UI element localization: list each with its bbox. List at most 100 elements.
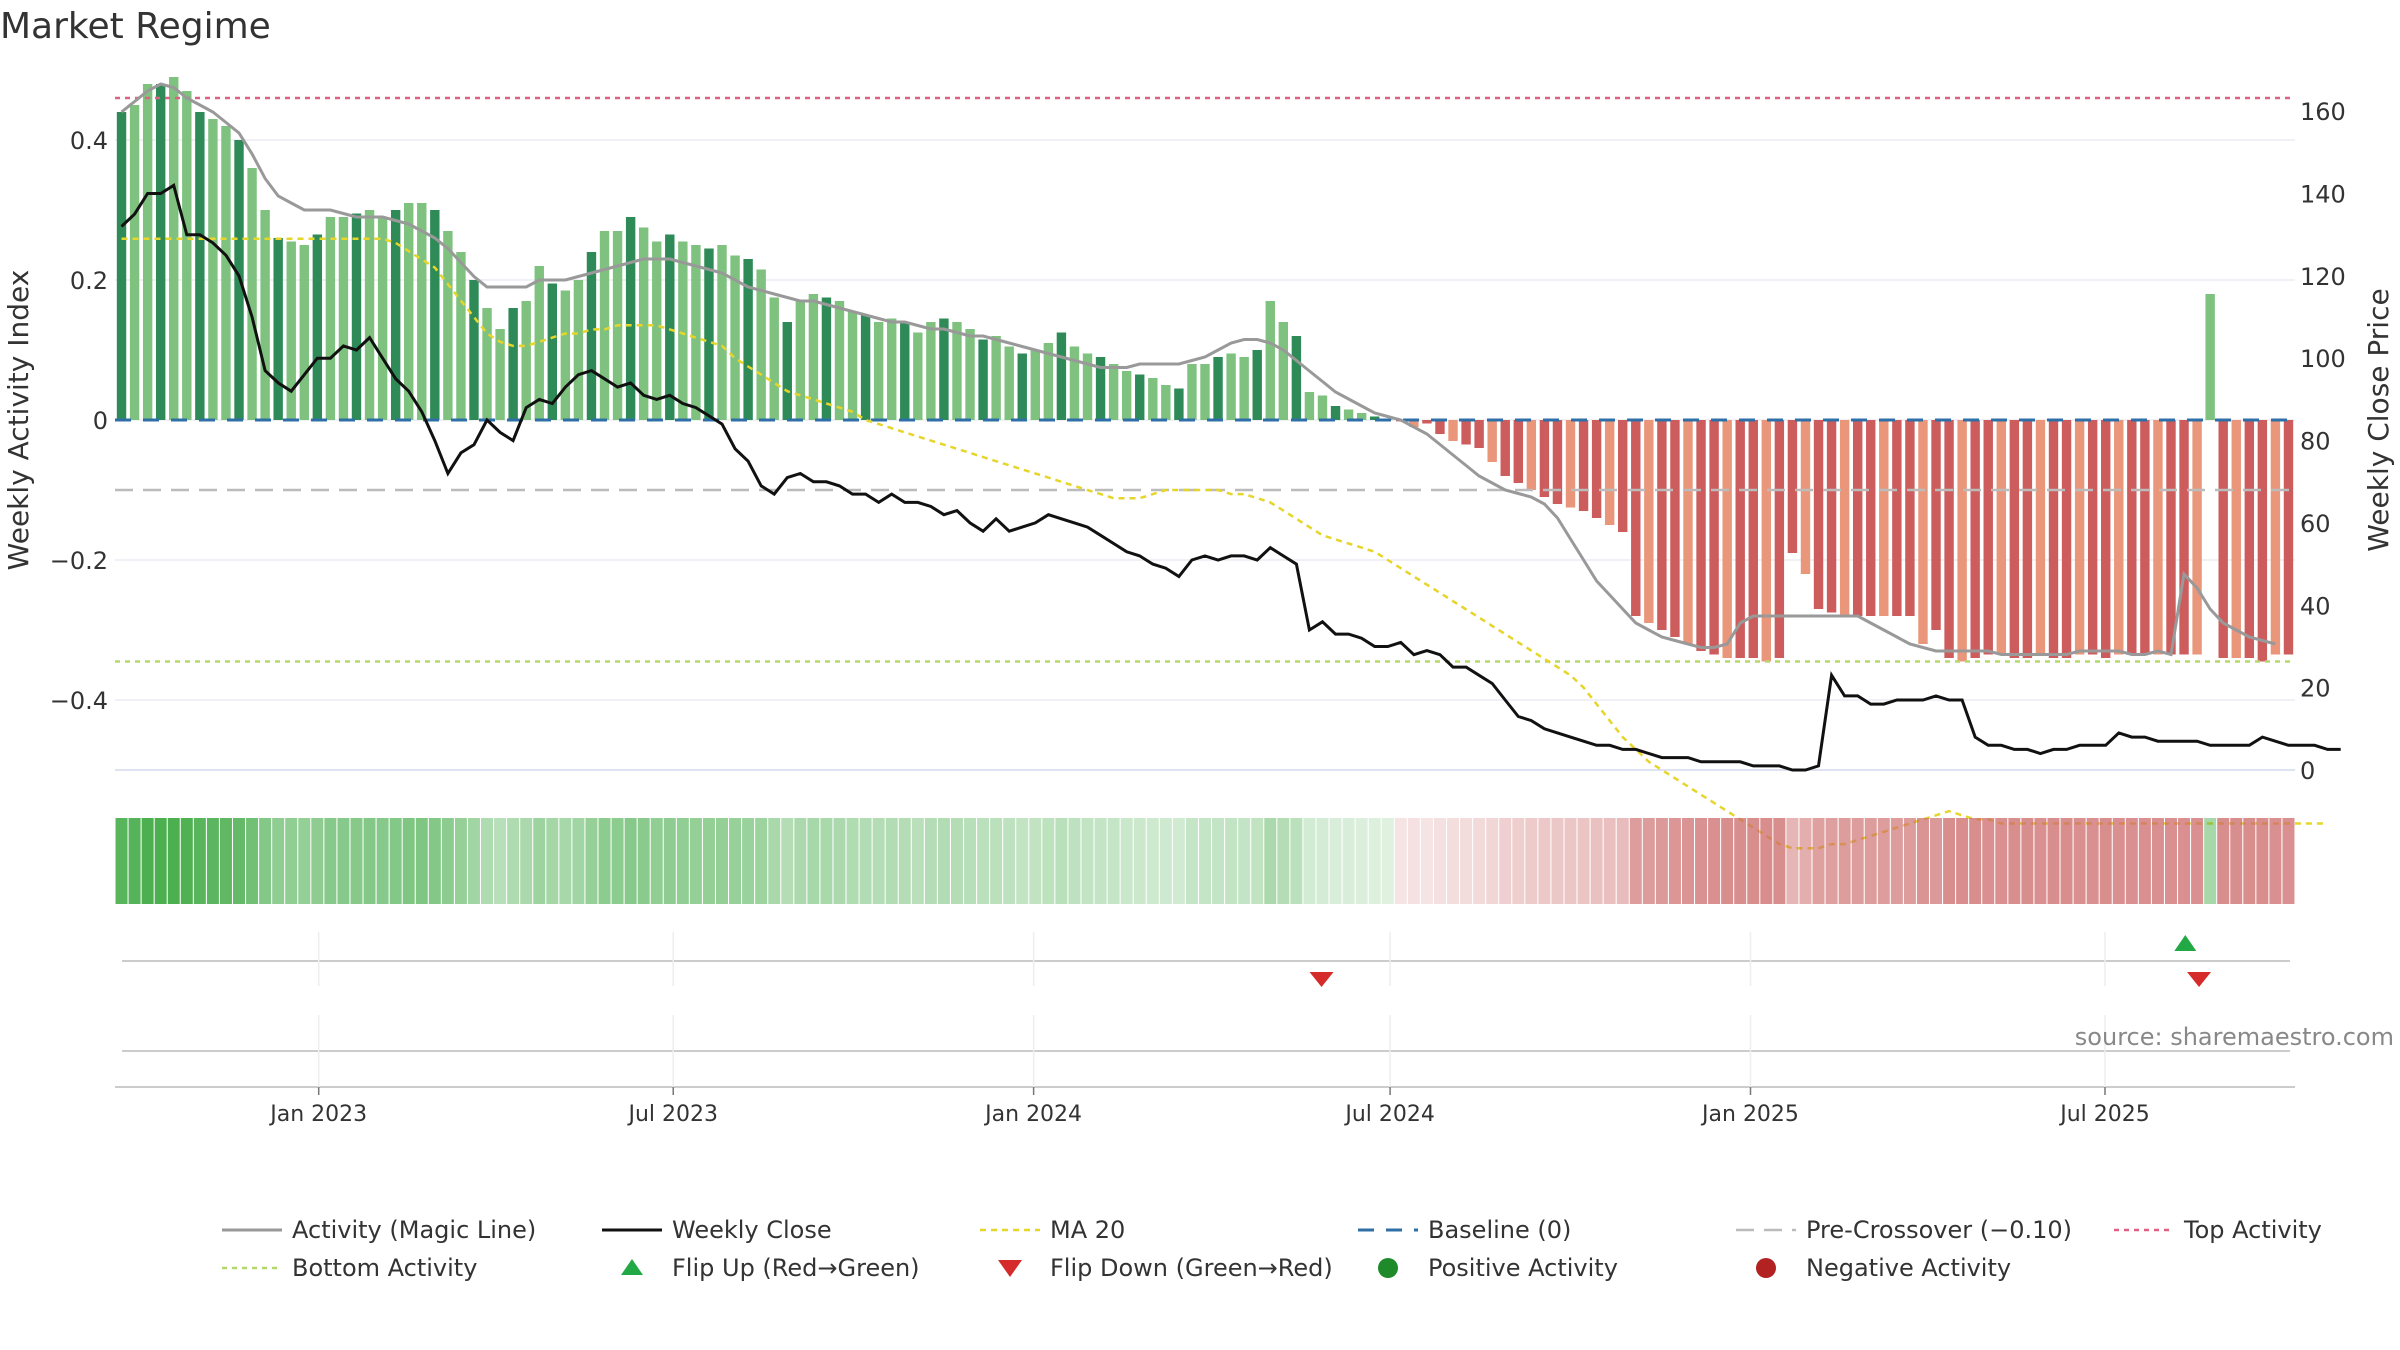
legend-item-neg: Negative Activity bbox=[1734, 1251, 2011, 1285]
heat-cell bbox=[1499, 818, 1512, 904]
activity-bar bbox=[717, 245, 727, 420]
y2-tick-label: 0 bbox=[2300, 757, 2315, 785]
activity-bar bbox=[1526, 420, 1537, 490]
heat-cell bbox=[494, 818, 507, 904]
activity-bar bbox=[2205, 294, 2215, 420]
activity-bar bbox=[116, 112, 127, 420]
activity-bar bbox=[1148, 378, 1158, 420]
heat-cell bbox=[2151, 818, 2164, 904]
legend-symbol-flipdown bbox=[998, 1260, 1022, 1277]
activity-bar bbox=[1448, 420, 1458, 441]
activity-bar bbox=[795, 301, 806, 420]
legend-item-precross: Pre-Crossover (−0.10) bbox=[1734, 1213, 2072, 1247]
heat-cell bbox=[950, 818, 963, 904]
legend-symbol-bottom bbox=[222, 1266, 282, 1270]
heat-cell bbox=[1838, 818, 1851, 904]
activity-bar bbox=[887, 318, 897, 420]
legend-symbol-close bbox=[602, 1228, 662, 1232]
heat-cell bbox=[2008, 818, 2021, 904]
activity-bar bbox=[599, 231, 610, 420]
heat-cell bbox=[441, 818, 454, 904]
x-tick-label: Jul 2024 bbox=[1343, 1102, 1435, 1127]
heat-cell bbox=[1394, 818, 1407, 904]
y2-tick-label: 100 bbox=[2300, 345, 2346, 373]
heat-cell bbox=[2060, 818, 2073, 904]
chart-title: Market Regime bbox=[0, 6, 271, 47]
activity-bar bbox=[155, 84, 166, 420]
activity-bar bbox=[1565, 420, 1576, 508]
heat-cell bbox=[2047, 818, 2060, 904]
activity-bar bbox=[142, 84, 153, 420]
y2-tick-label: 40 bbox=[2300, 592, 2331, 620]
heat-cell bbox=[1930, 818, 1943, 904]
activity-bar bbox=[1591, 420, 1602, 518]
activity-bar bbox=[2035, 420, 2046, 655]
heat-cell bbox=[1655, 818, 1668, 904]
heat-cell bbox=[1212, 818, 1225, 904]
activity-bar bbox=[1370, 416, 1380, 420]
heat-cell bbox=[1068, 818, 1081, 904]
activity-bar bbox=[638, 227, 649, 420]
heat-cell bbox=[285, 818, 298, 904]
flip-up-marker bbox=[2174, 935, 2197, 951]
activity-bar bbox=[2270, 420, 2281, 655]
activity-bar bbox=[1800, 420, 1811, 574]
heat-cell bbox=[324, 818, 337, 904]
x-tick-label: Jan 2023 bbox=[268, 1102, 367, 1127]
legend-label: Weekly Close bbox=[672, 1216, 832, 1244]
heat-cell bbox=[1629, 818, 1642, 904]
heat-cell bbox=[389, 818, 402, 904]
heat-cell bbox=[402, 818, 415, 904]
heat-cell bbox=[585, 818, 598, 904]
heat-cell bbox=[1094, 818, 1107, 904]
activity-bar bbox=[1631, 420, 1641, 616]
source-label: source: sharemaestro.com bbox=[2074, 1023, 2394, 1051]
activity-bar bbox=[1500, 420, 1510, 476]
heat-cell bbox=[1003, 818, 1016, 904]
activity-bar bbox=[1356, 413, 1367, 420]
activity-bar bbox=[560, 290, 571, 420]
heat-cell bbox=[167, 818, 180, 904]
y-axis-label: Weekly Activity Index bbox=[2, 270, 35, 571]
activity-bar bbox=[495, 329, 505, 420]
flip-down-marker bbox=[2187, 972, 2212, 987]
heat-cell bbox=[2204, 818, 2217, 904]
y-tick-label: −0.2 bbox=[50, 547, 108, 575]
activity-bar bbox=[860, 315, 871, 420]
heat-cell bbox=[115, 818, 128, 904]
heat-cell bbox=[2217, 818, 2230, 904]
legend-label: Activity (Magic Line) bbox=[292, 1216, 537, 1244]
heat-cell bbox=[193, 818, 206, 904]
heat-cell bbox=[1185, 818, 1198, 904]
heat-cell bbox=[1303, 818, 1316, 904]
activity-bar bbox=[260, 210, 270, 420]
activity-bar bbox=[443, 231, 453, 420]
activity-bar bbox=[1291, 336, 1302, 420]
heat-cell bbox=[702, 818, 715, 904]
legend-item-baseline: Baseline (0) bbox=[1356, 1213, 1571, 1247]
heat-cell bbox=[977, 818, 990, 904]
y-tick-label: 0.2 bbox=[70, 267, 108, 295]
activity-bar bbox=[2153, 420, 2163, 655]
activity-bar bbox=[573, 280, 584, 420]
activity-bar bbox=[521, 301, 531, 420]
activity-bar bbox=[404, 203, 414, 420]
activity-bar bbox=[1252, 350, 1262, 420]
activity-bar bbox=[2218, 420, 2228, 658]
activity-bar bbox=[312, 234, 323, 420]
activity-bar bbox=[1578, 420, 1589, 511]
activity-bar bbox=[625, 217, 636, 420]
heat-cell bbox=[1512, 818, 1525, 904]
activity-bar bbox=[730, 255, 740, 420]
series-lines bbox=[120, 82, 2341, 850]
activity-bar bbox=[1187, 364, 1197, 420]
x-tick-label: Jul 2023 bbox=[626, 1102, 718, 1127]
activity-bar bbox=[1213, 357, 1223, 420]
activity-bar bbox=[1944, 420, 1954, 658]
heat-cell bbox=[1721, 818, 1734, 904]
activity-bar bbox=[900, 322, 910, 420]
heat-cell bbox=[2282, 818, 2295, 904]
heat-cell bbox=[1290, 818, 1303, 904]
activity-bar bbox=[2192, 420, 2202, 655]
heat-cell bbox=[1747, 818, 1760, 904]
